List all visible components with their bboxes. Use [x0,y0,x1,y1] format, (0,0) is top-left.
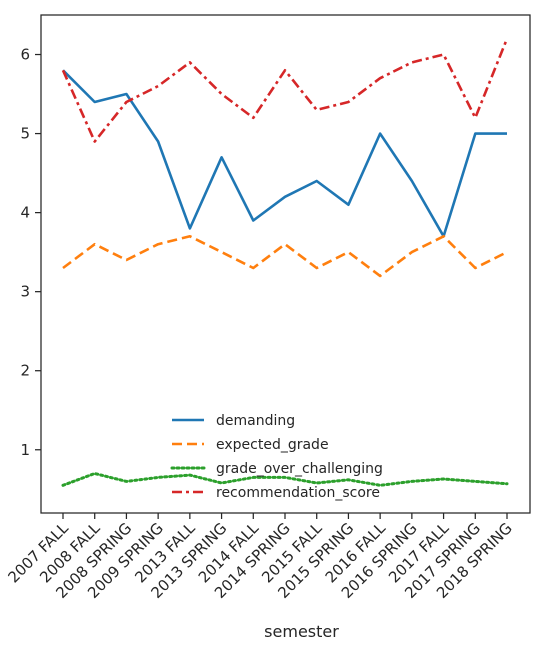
plot-frame [40,14,531,514]
series-line-grade-over-challenging [61,472,509,487]
y-tick-label: 4 [20,204,30,222]
series-line-demanding [62,69,507,238]
series-line-recommendation-score [61,38,509,143]
y-tick-label: 1 [20,441,30,459]
legend-label-demanding: demanding [216,413,295,429]
legend-label-recommendation-score: recommendation_score [216,485,380,501]
legend: demanding expected_grade grade_over_challe… [170,413,383,501]
series-lines-layer [61,38,509,487]
legend-label-grade-over-challenging: grade_over_challenging [216,461,383,477]
axis-ticks-layer [35,53,508,519]
legend-label-expected-grade: expected_grade [216,437,329,453]
y-tick-label: 2 [20,362,30,380]
x-axis-label: semester [264,622,339,641]
y-tick-label: 6 [20,46,30,64]
y-tick-label: 3 [20,283,30,301]
y-tick-label: 5 [20,125,30,143]
